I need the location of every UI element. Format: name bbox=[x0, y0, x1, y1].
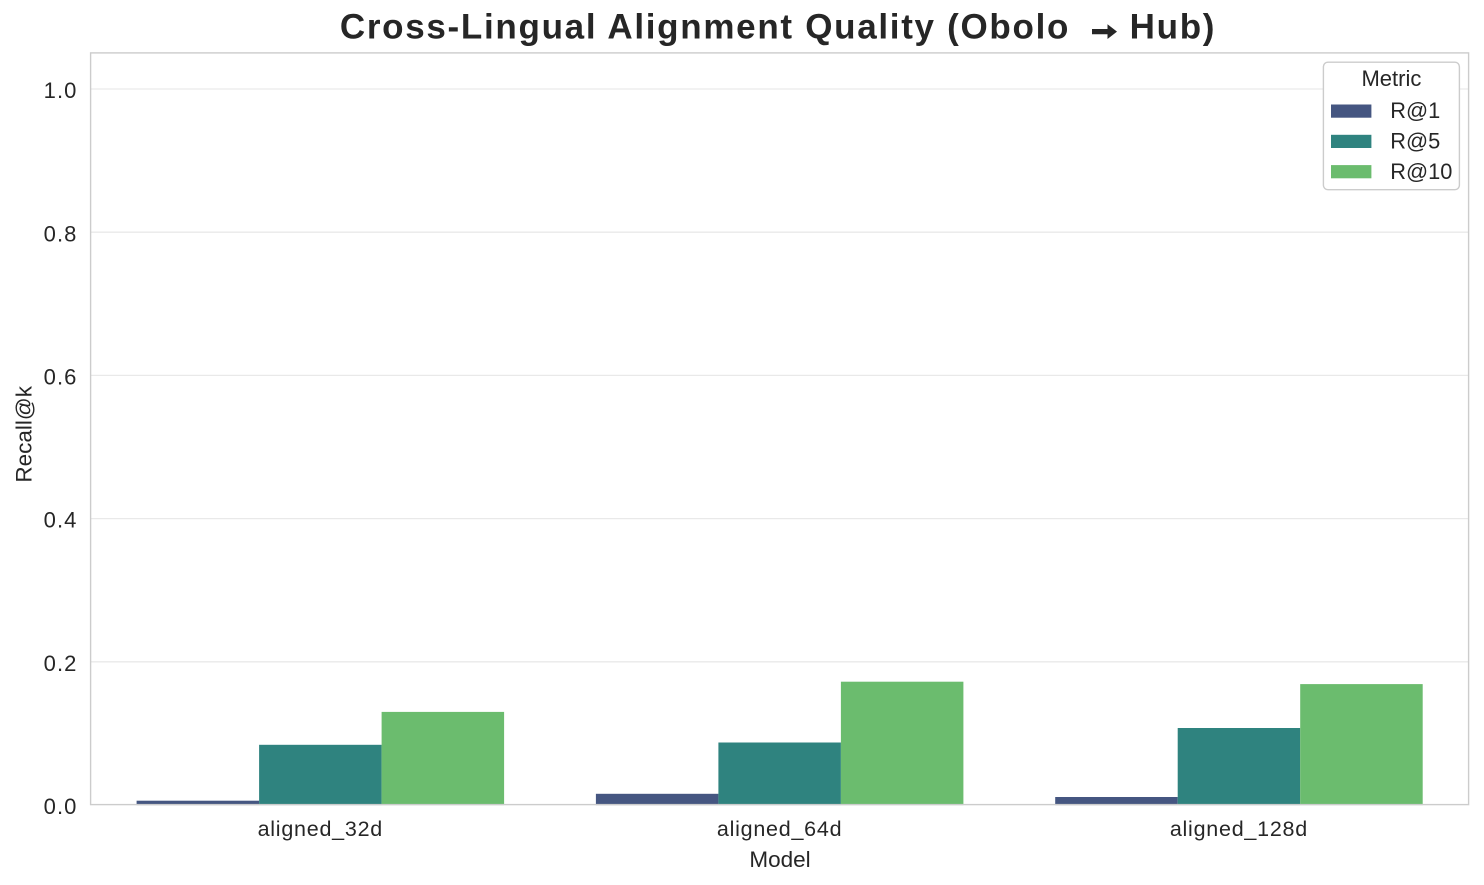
svg-text:0.0: 0.0 bbox=[44, 794, 78, 819]
svg-text:0.8: 0.8 bbox=[44, 221, 78, 246]
svg-text:aligned_128d: aligned_128d bbox=[1170, 817, 1308, 841]
svg-text:Model: Model bbox=[749, 847, 810, 872]
svg-text:Recall@k: Recall@k bbox=[12, 385, 37, 482]
svg-text:Cross-Lingual Alignment Qualit: Cross-Lingual Alignment Quality (Obolo →… bbox=[340, 7, 1216, 46]
svg-text:aligned_32d: aligned_32d bbox=[258, 817, 383, 841]
svg-text:aligned_64d: aligned_64d bbox=[717, 817, 842, 841]
svg-text:0.2: 0.2 bbox=[44, 651, 78, 676]
svg-text:1.0: 1.0 bbox=[44, 78, 78, 103]
svg-text:0.4: 0.4 bbox=[44, 508, 78, 533]
svg-text:Metric: Metric bbox=[1361, 66, 1421, 91]
svg-text:R@5: R@5 bbox=[1390, 129, 1440, 154]
svg-text:R@10: R@10 bbox=[1390, 159, 1452, 184]
svg-text:R@1: R@1 bbox=[1390, 98, 1440, 123]
svg-text:0.6: 0.6 bbox=[44, 365, 78, 390]
